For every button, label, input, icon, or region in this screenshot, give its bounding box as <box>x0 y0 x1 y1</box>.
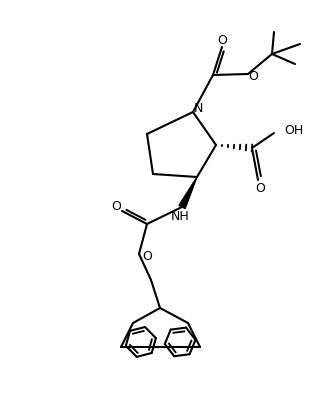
Text: OH: OH <box>284 125 303 138</box>
Text: O: O <box>142 250 152 263</box>
Text: NH: NH <box>171 209 189 222</box>
Text: O: O <box>248 69 258 82</box>
Polygon shape <box>179 177 197 209</box>
Text: O: O <box>111 201 121 214</box>
Text: O: O <box>217 35 227 48</box>
Text: O: O <box>255 181 265 194</box>
Text: N: N <box>193 102 203 115</box>
